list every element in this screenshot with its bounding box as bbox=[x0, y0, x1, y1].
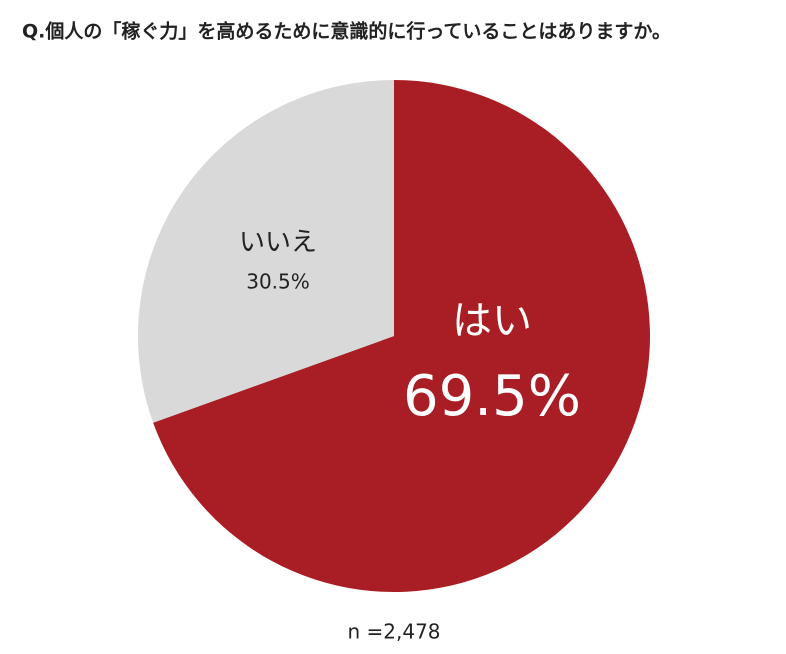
slice-label: はい bbox=[452, 298, 532, 344]
value-label: 69.5% bbox=[403, 364, 581, 429]
sample-size-note: n =2,478 bbox=[347, 620, 440, 644]
pie-slice bbox=[153, 80, 650, 592]
slice-label: いいえ bbox=[239, 228, 317, 258]
chart-title: Q.個人の「稼ぐ力」を高めるために意識的に行っていることはありますか。 bbox=[22, 20, 671, 43]
value-label: 30.5% bbox=[246, 270, 310, 294]
pie-slice bbox=[137, 80, 394, 423]
